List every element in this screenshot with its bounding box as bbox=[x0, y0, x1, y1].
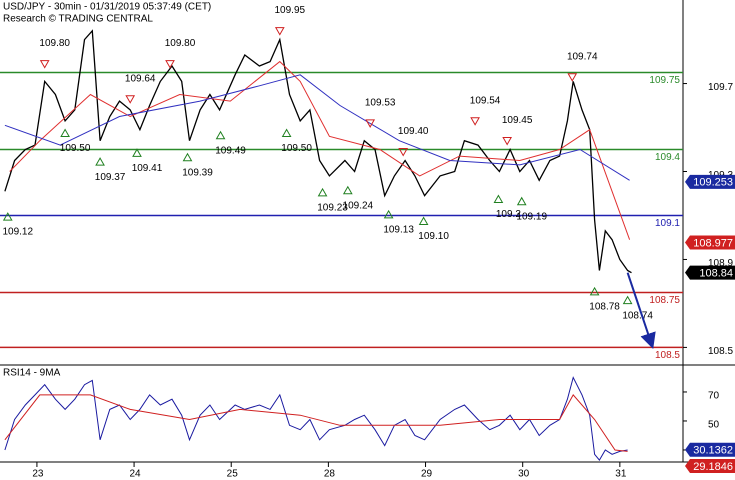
price-tag-label: 108.977 bbox=[693, 237, 733, 249]
chart-title: USD/JPY - 30min - 01/31/2019 05:37:49 (C… bbox=[3, 2, 211, 13]
marker-up bbox=[2, 212, 13, 221]
marker-up bbox=[418, 216, 429, 225]
series-line bbox=[9, 60, 631, 240]
x-tick-label: 23 bbox=[32, 469, 44, 480]
level-label-bg bbox=[647, 217, 682, 230]
series-line bbox=[4, 376, 628, 461]
price-tag bbox=[685, 174, 735, 189]
annotation-label: 109.37 bbox=[95, 172, 126, 183]
marker-up bbox=[60, 128, 70, 138]
annotation-label: 109.80 bbox=[165, 38, 196, 49]
level-label: 108.5 bbox=[655, 350, 680, 361]
marker-up bbox=[182, 152, 193, 162]
price-tag bbox=[685, 235, 735, 250]
annotation-label: 108.78 bbox=[589, 301, 620, 312]
annotation-label: 109.54 bbox=[470, 95, 501, 106]
annotation-label: 109.95 bbox=[275, 5, 306, 16]
marker-up bbox=[215, 130, 226, 140]
marker-down bbox=[165, 60, 175, 69]
marker-up bbox=[317, 187, 328, 197]
level-label: 108.75 bbox=[649, 295, 680, 306]
marker-down bbox=[274, 27, 285, 36]
annotation-label: 109.45 bbox=[502, 115, 533, 126]
panel-title: RSI14 - 9MA bbox=[3, 368, 61, 379]
annotation-label: 109.19 bbox=[516, 211, 547, 222]
annotation-label: 109.12 bbox=[2, 227, 33, 238]
x-tick-label: 24 bbox=[130, 469, 142, 480]
price-tag bbox=[685, 265, 735, 280]
marker-up bbox=[589, 286, 600, 296]
marker-down bbox=[502, 137, 513, 146]
price-tag-label: 109.253 bbox=[693, 177, 733, 189]
marker-up bbox=[95, 157, 105, 166]
price-tag-label: 108.84 bbox=[699, 268, 733, 280]
marker-down bbox=[567, 73, 578, 82]
x-tick-label: 29 bbox=[421, 469, 433, 480]
marker-down bbox=[39, 60, 50, 69]
marker-up bbox=[516, 196, 527, 206]
y-tick-label: 109.7 bbox=[708, 82, 733, 93]
annotation-label: 109.64 bbox=[125, 73, 156, 84]
marker-up bbox=[132, 148, 142, 157]
annotation-label: 108.74 bbox=[622, 310, 653, 321]
y-tick-label: 50 bbox=[708, 420, 720, 431]
y-tick-label: 108.5 bbox=[708, 346, 733, 357]
level-label: 109.75 bbox=[649, 75, 680, 86]
annotation-label: 109.50 bbox=[60, 143, 91, 154]
marker-up bbox=[383, 209, 394, 219]
annotation-label: 109.80 bbox=[39, 38, 70, 49]
y-tick-label: 70 bbox=[708, 391, 720, 402]
annotation-label: 109.50 bbox=[281, 143, 312, 154]
annotation-label: 109.2 bbox=[496, 209, 521, 220]
x-tick-label: 28 bbox=[324, 469, 336, 480]
level-label-bg bbox=[647, 151, 682, 164]
price-tag-label: 30.1362 bbox=[693, 445, 733, 457]
x-tick-label: 25 bbox=[227, 469, 239, 480]
marker-up bbox=[622, 295, 633, 305]
x-tick-label: 31 bbox=[615, 469, 627, 480]
price-tag bbox=[685, 442, 735, 457]
marker-down bbox=[470, 117, 480, 126]
annotation-label: 109.24 bbox=[343, 200, 374, 211]
level-label-bg bbox=[647, 294, 682, 307]
annotation-label: 109.13 bbox=[383, 225, 414, 236]
forecast-arrow bbox=[626, 272, 656, 350]
annotation-label: 109.39 bbox=[182, 167, 213, 178]
marker-up bbox=[342, 185, 353, 195]
annotation-label: 109.10 bbox=[418, 231, 449, 242]
price-tag bbox=[685, 459, 735, 473]
annotation-label: 109.49 bbox=[215, 145, 246, 156]
marker-down bbox=[125, 95, 136, 104]
marker-down bbox=[365, 119, 376, 128]
annotation-label: 109.74 bbox=[567, 51, 598, 62]
marker-down bbox=[398, 148, 409, 157]
marker-up bbox=[281, 128, 292, 138]
annotation-label: 109.41 bbox=[132, 163, 163, 174]
series-line bbox=[4, 394, 628, 452]
x-tick-label: 30 bbox=[518, 469, 530, 480]
marker-up bbox=[493, 194, 504, 203]
series-line bbox=[4, 29, 632, 274]
level-label-bg bbox=[647, 74, 682, 87]
level-label-bg bbox=[647, 349, 682, 362]
annotation-label: 109.23 bbox=[317, 203, 348, 214]
level-label: 109.1 bbox=[655, 218, 680, 229]
chart-subtitle: Research © TRADING CENTRAL bbox=[3, 14, 153, 25]
y-tick-label: 108.9 bbox=[708, 258, 733, 269]
annotation-label: 109.40 bbox=[398, 126, 429, 137]
annotation-label: 109.53 bbox=[365, 98, 396, 109]
price-tag-label: 29.1846 bbox=[693, 461, 733, 473]
series-line bbox=[4, 74, 630, 181]
level-label: 109.4 bbox=[655, 152, 680, 163]
